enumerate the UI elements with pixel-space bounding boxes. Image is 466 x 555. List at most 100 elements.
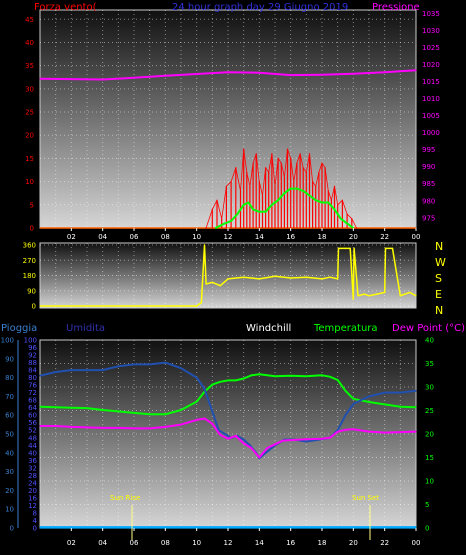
- compass-label-n: N: [435, 240, 443, 253]
- wind-speed-line-point: [246, 171, 248, 173]
- y-humidity-tick-label: 28: [28, 472, 37, 480]
- y-direction-tick-label: 90: [27, 287, 36, 295]
- y-direction-tick-label: 270: [23, 257, 36, 265]
- dew-point-line-point: [368, 431, 370, 433]
- dew-point-line-point: [227, 438, 229, 440]
- temperature-line-point: [133, 412, 135, 414]
- wind-average-line-point: [340, 218, 342, 220]
- wind-direction-line-point: [344, 247, 347, 249]
- y-humidity-tick-label: 56: [28, 419, 37, 427]
- wind-speed-line-point: [265, 167, 267, 169]
- wind-average-line-point: [296, 188, 298, 190]
- wind-speed-line-point: [216, 199, 218, 201]
- wind-direction-line-point: [243, 276, 245, 278]
- humidity-line-point: [203, 388, 206, 390]
- humidity-line-point: [117, 365, 119, 367]
- dew-point-line-point: [196, 419, 198, 421]
- plot-area: [39, 9, 417, 229]
- humidity-line-point: [243, 439, 245, 441]
- dew-point-line-point: [211, 423, 213, 425]
- x-tick-label: 22: [380, 233, 389, 241]
- humidity-line-point: [337, 429, 339, 431]
- y-left-tick-label: 15: [25, 155, 34, 163]
- y-humidity-tick-label: 8: [33, 509, 37, 517]
- y-right-tick-label: 1035: [422, 10, 440, 18]
- pressure-line-point: [164, 75, 166, 77]
- wind-speed-line-point: [211, 208, 213, 210]
- wind-average-line-point: [277, 199, 279, 201]
- wind-direction-line-point: [368, 295, 370, 297]
- temperature-line-point: [235, 379, 237, 381]
- y-humidity-tick-label: 52: [28, 427, 37, 435]
- temperature-line-point: [344, 390, 347, 392]
- x-tick-label: 16: [286, 233, 295, 241]
- x-tick-label: 06: [130, 539, 139, 547]
- x-tick-label: 10: [192, 539, 201, 547]
- dew-point-line-point: [102, 427, 104, 429]
- wind-direction-line-point: [415, 295, 417, 297]
- y-humidity-tick-label: 72: [28, 389, 37, 397]
- dew-point-line-point: [243, 442, 245, 444]
- wind-direction-line-point: [196, 305, 198, 307]
- y-right-tick-label: 1000: [422, 129, 440, 137]
- y-rain-tick-label: 40: [5, 449, 14, 457]
- y-rain-tick-label: 90: [5, 355, 14, 363]
- humidity-line-point: [164, 362, 166, 364]
- y-temp-tick-label: 0: [425, 525, 429, 533]
- humidity-line-point: [224, 433, 226, 435]
- y-rain-tick-label: 70: [5, 393, 14, 401]
- y-right-tick-label: 990: [422, 163, 435, 171]
- plot-area: [39, 339, 417, 529]
- y-humidity-tick-label: 64: [28, 404, 37, 412]
- y-rain-tick-label: 30: [5, 468, 14, 476]
- y-right-tick-label: 1015: [422, 78, 440, 86]
- dew-point-line-point: [235, 435, 237, 437]
- pressure-line-point: [196, 73, 198, 75]
- pressure-line-point: [102, 78, 104, 81]
- y-left-tick-label: 45: [25, 16, 34, 24]
- wind-direction-line-point: [404, 293, 406, 295]
- wind-average-line-point: [302, 190, 304, 192]
- y-humidity-tick-label: 40: [28, 449, 37, 457]
- y-temp-tick-label: 15: [425, 454, 434, 462]
- wind-direction-line-point: [200, 302, 202, 304]
- x-tick-label: 06: [130, 233, 139, 241]
- y-temp-tick-label: 35: [425, 360, 434, 368]
- wind-speed-line-point: [296, 162, 298, 164]
- y-humidity-tick-label: 16: [28, 494, 37, 502]
- humidity-line-point: [249, 444, 251, 446]
- wind-average-line-point: [315, 199, 317, 201]
- y-humidity-tick-label: 84: [28, 367, 37, 375]
- wind-direction-line-point: [227, 278, 229, 280]
- pressure-line-point: [70, 78, 72, 80]
- wind-speed-line-point: [274, 185, 276, 187]
- wind-direction-line-point: [219, 285, 221, 287]
- dew-point-line-point: [344, 429, 347, 431]
- compass-label-w: W: [435, 256, 446, 269]
- y-humidity-tick-label: 32: [28, 464, 37, 472]
- wind-speed-line-point: [225, 185, 227, 187]
- wind-direction-line-point: [376, 293, 378, 295]
- y-right-tick-label: 1030: [422, 27, 440, 35]
- y-rain-tick-label: 50: [5, 431, 14, 439]
- wind-average-line-point: [346, 222, 348, 224]
- y-left-tick-label: 30: [25, 85, 34, 93]
- x-tick-label: 20: [349, 539, 358, 547]
- temperature-line-point: [227, 379, 229, 381]
- dew-point-line-point: [399, 431, 401, 433]
- wind-average-line-point: [290, 188, 292, 190]
- y-humidity-tick-label: 60: [28, 412, 37, 420]
- y-left-tick-label: 0: [30, 225, 34, 233]
- wind-average-line-point: [243, 204, 245, 206]
- humidity-line-point: [70, 369, 72, 371]
- y-humidity-tick-label: 68: [28, 397, 37, 405]
- y-humidity-tick-label: 100: [24, 337, 37, 345]
- temperature-line-point: [266, 374, 268, 376]
- wind-speed-line-point: [333, 185, 336, 187]
- wind-average-line-point: [247, 201, 249, 204]
- dew-point-line-point: [415, 431, 417, 433]
- y-right-tick-label: 995: [422, 146, 435, 154]
- wind-speed-line-point: [290, 157, 292, 159]
- dew-point-line-point: [266, 447, 268, 449]
